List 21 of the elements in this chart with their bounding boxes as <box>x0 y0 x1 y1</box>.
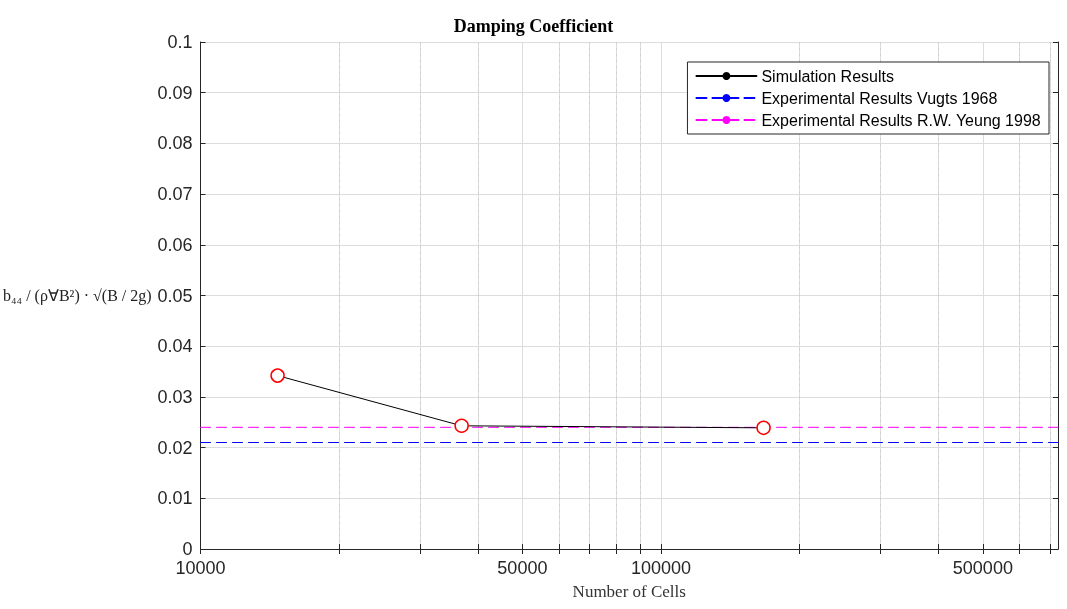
x-tick-label: 10000 <box>175 558 226 578</box>
y-tick-label: 0.08 <box>157 133 193 154</box>
y-axis-title: b₄₄ / (ρ∀B²) · √(B / 2g) <box>3 287 152 305</box>
y-tick-label: 0.07 <box>157 184 193 205</box>
x-axis-title: Number of Cells <box>572 582 686 601</box>
y-tick-label: 0.06 <box>157 234 193 255</box>
y-tick-label: 0.01 <box>157 488 193 509</box>
y-tick-label: 0.05 <box>157 285 193 306</box>
y-tick-label: 0 <box>182 539 193 559</box>
chart-title: Damping Coefficient <box>453 16 614 36</box>
y-tick-label: 0.09 <box>157 82 193 103</box>
y-tick-label: 0.04 <box>157 336 193 357</box>
y-tick-label: 0.02 <box>157 437 193 458</box>
y-tick-label: 0.03 <box>157 386 193 407</box>
y-tick-label: 0.1 <box>167 32 193 52</box>
x-tick-label: 50000 <box>497 558 548 578</box>
x-tick-label: 100000 <box>630 558 692 578</box>
legend-label: Experimental Results R.W. Yeung 1998 <box>761 111 1041 129</box>
legend-label: Experimental Results Vugts 1968 <box>761 89 998 107</box>
x-tick-label: 500000 <box>952 558 1013 578</box>
legend-label: Simulation Results <box>761 67 894 85</box>
